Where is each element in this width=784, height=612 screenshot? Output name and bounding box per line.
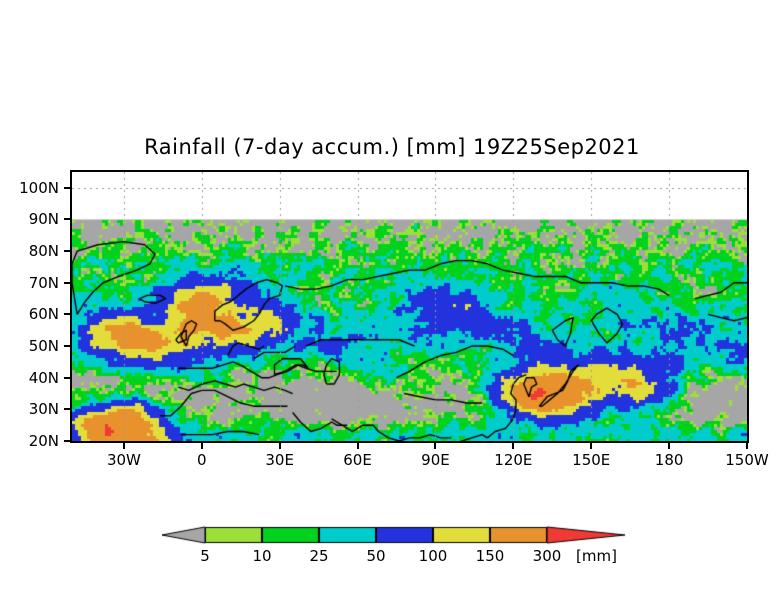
colorbar-tick-label: 150 [475,547,505,565]
latitude-tick-label: 100N [19,178,59,197]
latitude-tick-label: 40N [28,368,59,387]
colorbar-tick-label: 300 [532,547,562,565]
page-title: Rainfall (7-day accum.) [mm] 19Z25Sep202… [144,135,640,159]
latitude-tick [64,250,70,253]
colorbar-swatches [162,525,642,545]
longitude-tick [512,443,515,449]
colorbar[interactable]: 5 10 25 50 100 150 300 [mm] [162,525,642,567]
longitude-tick-label: 120E [494,451,533,469]
longitude-tick [122,443,125,449]
colorbar-tick-label: 100 [418,547,448,565]
longitude-tick [668,443,671,449]
colorbar-tick-label: 50 [366,547,386,565]
latitude-tick [64,408,70,411]
map-gridlines [72,172,747,441]
longitude-tick-label: 150E [572,451,611,469]
longitude-tick [356,443,359,449]
longitude-tick-label: 0 [197,451,207,469]
longitude-tick [434,443,437,449]
latitude-tick-label: 80N [28,242,59,261]
latitude-tick [64,313,70,316]
longitude-tick [278,443,281,449]
longitude-tick [590,443,593,449]
colorbar-tick-label: 25 [309,547,329,565]
latitude-tick [64,440,70,442]
latitude-tick-label: 20N [28,432,59,450]
latitude-tick [64,376,70,379]
latitude-tick [64,281,70,284]
longitude-tick [200,443,203,449]
colorbar-units-label: [mm] [576,547,617,565]
colorbar-tick-label: 5 [200,547,210,565]
colorbar-tick-label: 10 [252,547,272,565]
latitude-tick [64,345,70,348]
latitude-tick [64,218,70,221]
latitude-tick-label: 70N [28,273,59,292]
longitude-tick-label: 90E [421,451,450,469]
longitude-tick-label: 150W [725,451,769,469]
longitude-tick-label: 60E [343,451,372,469]
map-plot-area[interactable] [70,170,749,443]
longitude-tick-label: 30E [265,451,294,469]
longitude-tick-label: 180 [654,451,684,469]
latitude-tick [64,186,70,189]
longitude-tick-label: 30W [106,451,141,469]
latitude-tick-label: 60N [28,305,59,324]
longitude-tick [746,443,748,449]
latitude-tick-label: 30N [28,400,59,419]
latitude-tick-label: 50N [28,337,59,356]
latitude-tick-label: 90N [28,210,59,229]
